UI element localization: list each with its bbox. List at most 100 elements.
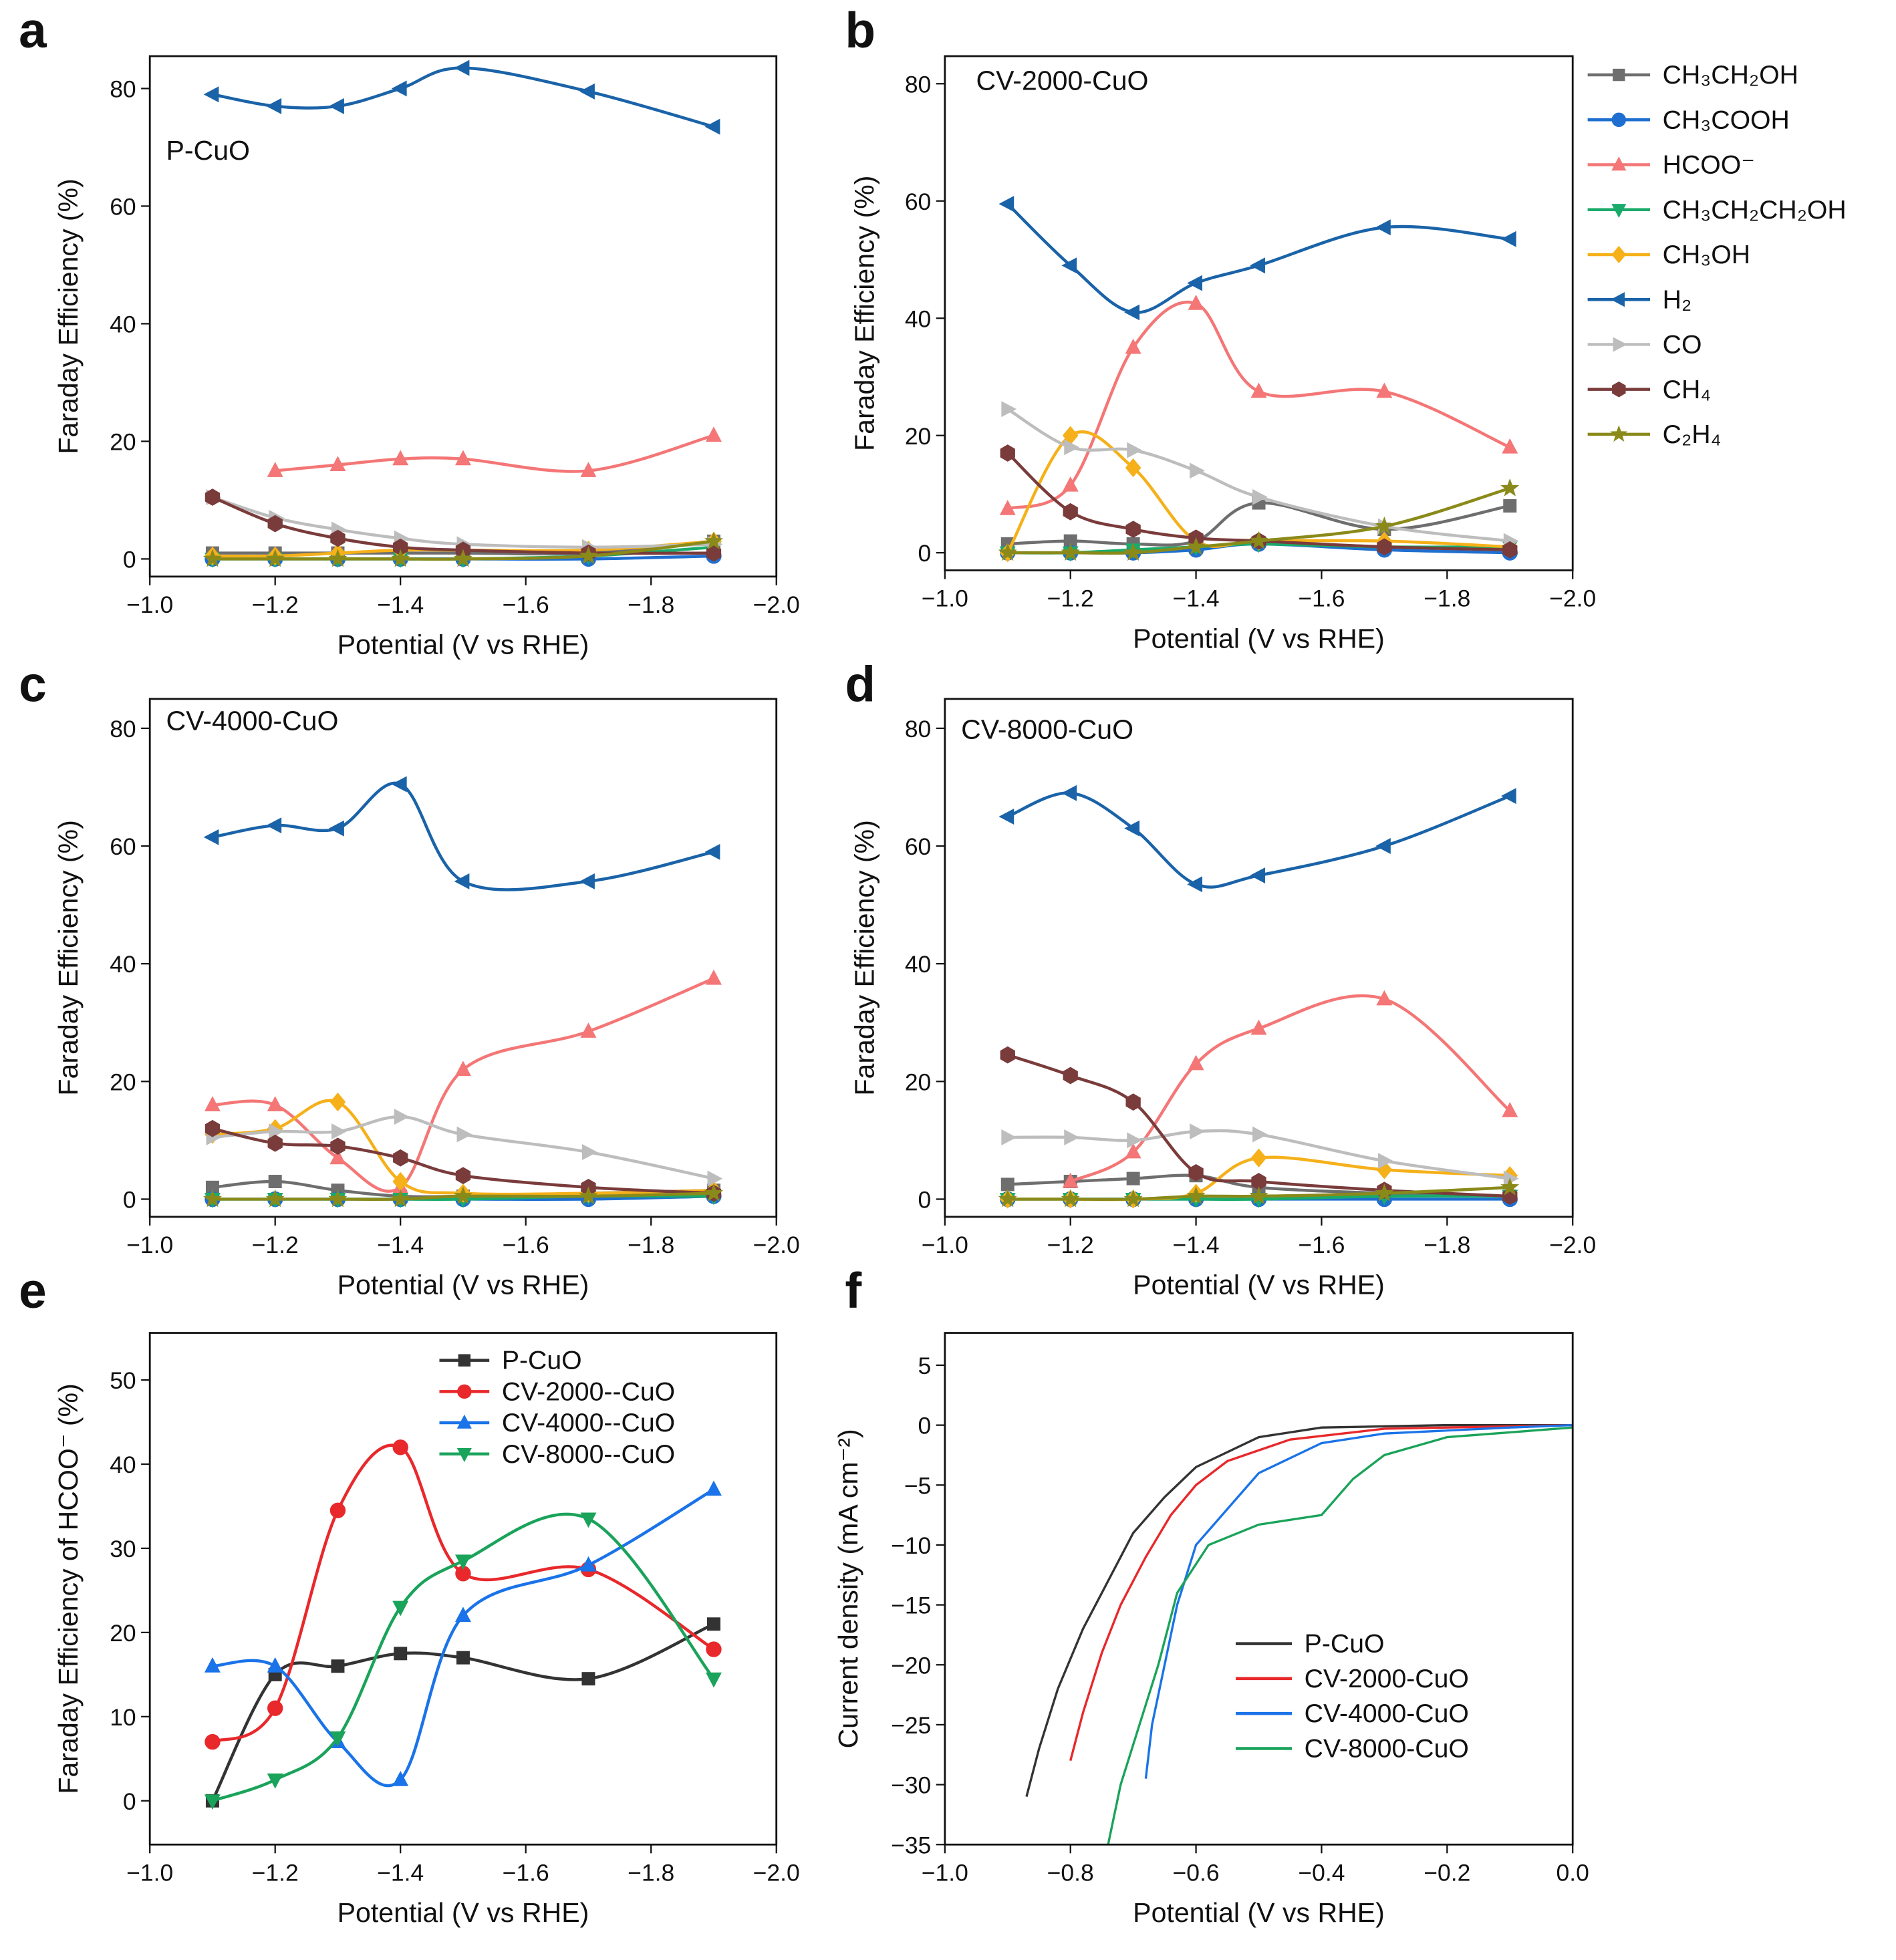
x-tick-label: −1.2 [1047,1232,1094,1258]
plot-frame [944,55,1574,571]
y-tick-label: 40 [110,951,136,978]
marker [392,1600,409,1617]
x-tick-label: −1.6 [503,1232,549,1258]
marker [1252,488,1268,505]
marker [580,1556,597,1572]
marker [1188,294,1204,310]
series-line [1006,300,1511,511]
marker [267,1657,283,1673]
series-line [1107,1426,1573,1845]
legend-marker [1611,156,1627,171]
marker [454,1554,471,1570]
x-tick-label: −2.0 [1549,1232,1596,1258]
y-tick-label: −20 [891,1652,931,1679]
marker [1377,538,1392,556]
legend-marker [1613,337,1627,352]
series-line [211,1443,715,1743]
y-axis-label: Faraday Efficiency (%) [849,820,879,1095]
marker [1000,1177,1014,1192]
y-tick-label: 20 [110,1069,136,1095]
series-line [1025,1423,1573,1797]
y-tick-label: 40 [110,311,136,337]
y-tick-label: 40 [905,951,931,978]
x-tick-label: −0.2 [1424,1859,1470,1886]
y-tick-label: −15 [891,1592,931,1619]
legend-label: HCOO⁻ [1663,151,1755,180]
series-line [1069,1423,1573,1762]
marker [392,450,409,466]
legend-marker [1612,381,1626,398]
y-tick-label: 10 [110,1704,136,1731]
marker [1500,1177,1520,1196]
marker [1061,543,1080,561]
marker [454,1061,471,1077]
legend-label: P-CuO [1305,1630,1385,1659]
x-tick-label: −2.0 [1549,585,1596,612]
legend-label: H₂ [1663,285,1692,314]
x-tick-label: −1.4 [377,591,424,618]
y-tick-label: 0 [918,1187,932,1214]
marker [1126,1171,1140,1185]
marker [265,549,285,567]
marker [1124,304,1140,321]
marker [1064,439,1080,456]
series-line [212,1488,715,1788]
marker [705,1480,722,1496]
legend-marker [458,1354,471,1367]
marker [579,873,595,889]
x-tick-label: −1.2 [252,1859,299,1886]
y-tick-label: 30 [110,1536,136,1562]
x-tick-label: −1.8 [628,1232,674,1258]
panel-title: CV-2000-CuO [976,65,1149,96]
marker [269,1123,285,1140]
x-axis-label: Potential (V vs RHE) [337,629,589,660]
legend-marker [1611,112,1627,128]
marker [1503,499,1517,513]
marker [580,1512,597,1528]
y-axis-label: Faraday Efficiency (%) [53,820,84,1095]
legend-label: CH₃CH₂OH [1663,61,1798,90]
marker [1250,1148,1267,1167]
y-tick-label: 0 [123,546,136,573]
marker [203,829,219,845]
marker [391,80,407,97]
marker [707,1170,723,1187]
legend-label: CV-8000--CuO [502,1440,675,1469]
y-tick-label: 20 [110,428,136,455]
marker [329,1502,346,1518]
y-tick-label: 20 [110,1620,136,1647]
legend-label: CV-4000--CuO [502,1409,675,1437]
marker [1001,401,1017,418]
marker [331,1659,345,1673]
x-tick-label: −2.0 [753,1232,800,1258]
x-tick-label: −1.6 [503,591,549,618]
x-tick-label: −1.0 [126,591,173,618]
y-axis-label: Faraday Efficiency (%) [53,178,84,454]
x-tick-label: −1.0 [922,585,968,612]
x-axis-label: Potential (V vs RHE) [337,1897,589,1928]
marker [1127,1132,1142,1149]
marker [205,488,221,506]
y-tick-label: 0 [918,540,932,567]
panel-label: e [19,1262,47,1318]
marker [392,1770,409,1786]
marker [1500,231,1516,247]
marker [1187,876,1203,893]
legend-label: CV-4000-CuO [1305,1699,1469,1728]
marker [453,1186,473,1205]
marker [1061,785,1077,801]
marker [329,1092,346,1112]
marker [1190,1123,1205,1140]
marker [394,1647,408,1661]
y-tick-label: −10 [891,1532,931,1559]
marker [1375,1183,1394,1202]
series-line [1006,408,1510,543]
y-axis-label: Current density (mA cm⁻²) [833,1429,863,1748]
marker [1125,458,1141,478]
legend-marker [456,1414,472,1429]
x-tick-label: −2.0 [753,591,800,618]
marker [266,817,282,834]
marker [1062,1172,1079,1188]
marker [267,1134,283,1152]
